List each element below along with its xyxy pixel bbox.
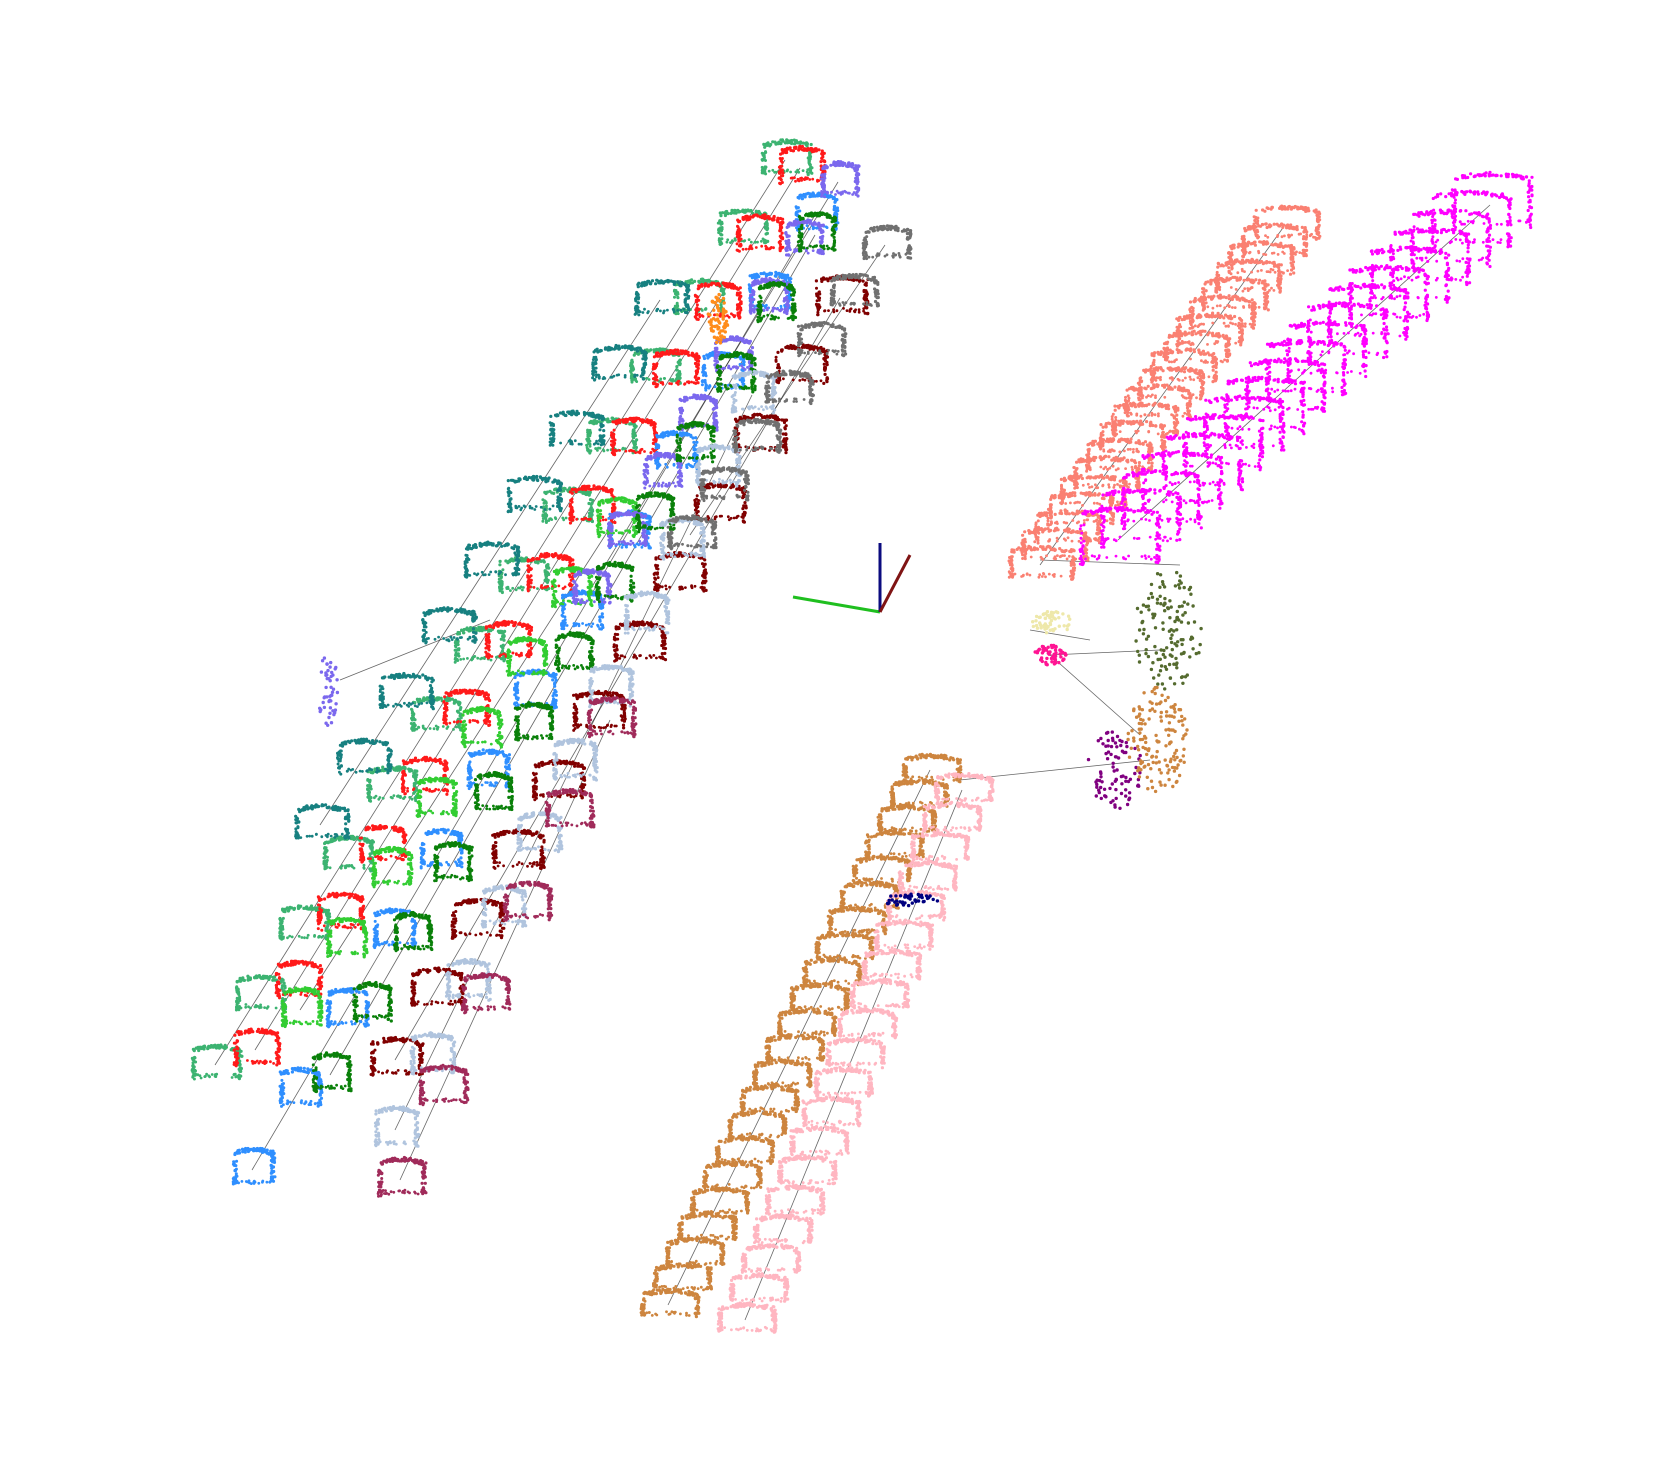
darkolivegreen-fragment-cluster: [1134, 571, 1202, 691]
slateblue-fragment-cluster: [318, 656, 339, 727]
axes-gizmo: [793, 543, 910, 612]
deeppink-fragment-cluster: [1034, 644, 1068, 667]
khaki-fragment-cluster: [1031, 610, 1071, 634]
left-row-orange-cluster: [707, 293, 730, 345]
peru-fragment-cluster: [1126, 686, 1188, 793]
axis-y-line: [793, 597, 880, 612]
graph-edges: [215, 160, 1490, 1320]
axis-x-line: [880, 555, 910, 612]
purple-fragment-cluster: [1087, 730, 1144, 810]
bottom-row-pink-cluster: [717, 772, 995, 1334]
point-clusters: [191, 138, 1534, 1334]
